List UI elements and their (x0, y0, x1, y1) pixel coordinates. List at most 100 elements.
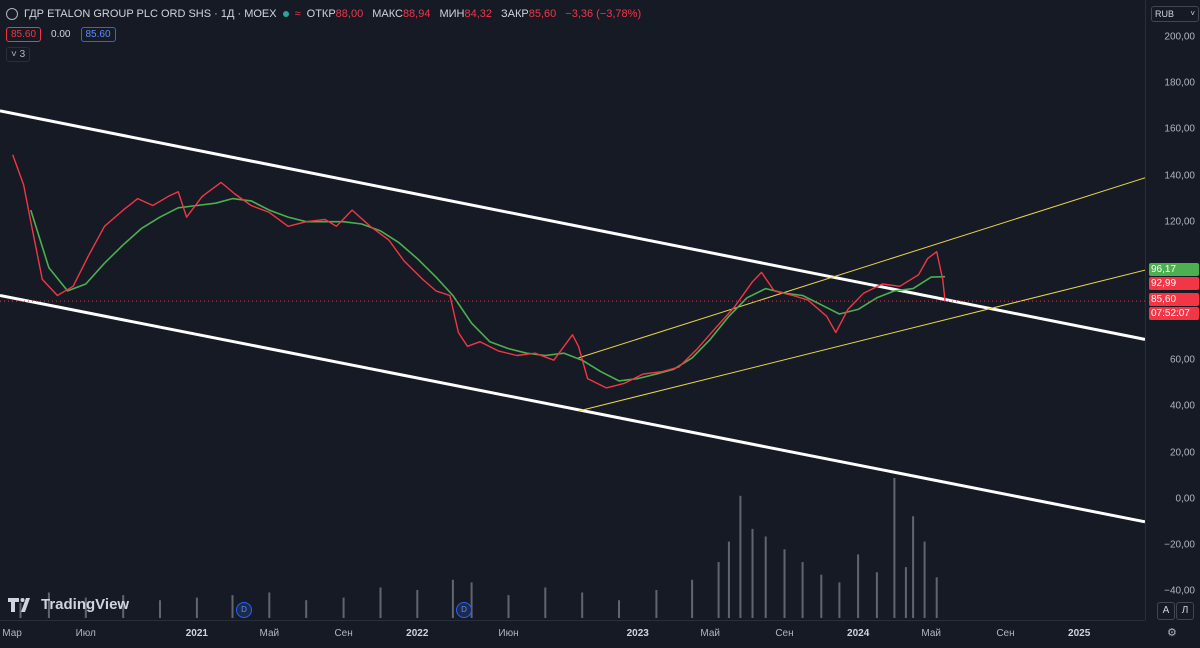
volume-bars (19, 478, 938, 618)
x-tick-label: Сен (334, 628, 353, 639)
volume-bar (581, 592, 584, 618)
indicators-row: ˅ 3 (6, 46, 641, 62)
volume-bar (783, 549, 786, 618)
volume-bar (727, 541, 730, 618)
ohlc-close: ЗАКР85,60 (501, 8, 557, 20)
volume-bar (935, 577, 938, 618)
tradingview-logo-icon (8, 597, 30, 612)
y-tick-label: 200,00 (1164, 31, 1195, 43)
moving-average (30, 197, 946, 382)
volume-bar (544, 587, 547, 618)
dividend-marker[interactable]: D (456, 602, 472, 618)
wave-icon[interactable]: ≈ (294, 8, 301, 20)
symbol-logo-icon (6, 8, 18, 20)
volume-bar (820, 574, 823, 618)
y-tick-label: −40,00 (1164, 585, 1195, 597)
dividend-marker[interactable]: D (236, 602, 252, 618)
volume-bar (122, 595, 125, 618)
x-tick-label: Май (700, 628, 720, 639)
chart-area[interactable] (0, 0, 1146, 620)
x-tick-label: Сен (996, 628, 1015, 639)
volume-bar (47, 592, 50, 618)
ohlc-high: МАКС88,94 (372, 8, 431, 20)
gear-icon[interactable]: ⚙ (1167, 627, 1177, 639)
x-tick-label: Июл (75, 628, 96, 639)
volume-bar (416, 590, 419, 618)
volume-bar (691, 579, 694, 618)
y-tick-label: 60,00 (1169, 354, 1195, 366)
volume-bar (904, 567, 907, 618)
y-tick-label: 140,00 (1164, 170, 1195, 181)
channel-line-lower[interactable] (578, 269, 1146, 412)
y-tick-label: 0,00 (1175, 493, 1195, 505)
indicators-toggle[interactable]: ˅ 3 (6, 46, 31, 62)
legend-header: ГДР ETALON GROUP PLC ORD SHS · 1Д · MOEX… (6, 6, 641, 22)
x-tick-label: Сен (775, 628, 794, 639)
symbol-title[interactable]: ГДР ETALON GROUP PLC ORD SHS · 1Д · MOEX (24, 8, 277, 20)
volume-bar (923, 541, 926, 618)
volume-bar (84, 597, 87, 618)
logo-text: TradingView (41, 596, 130, 613)
trend-lines (0, 109, 1146, 524)
volume-bar (305, 600, 308, 618)
volume-bar (801, 562, 804, 618)
channel-lines (578, 177, 1146, 412)
x-tick-label: Май (259, 628, 280, 639)
volume-bar (451, 579, 454, 618)
x-tick-label: 2023 (626, 628, 649, 639)
x-tick-label: Мар (2, 628, 22, 639)
volume-bar (893, 478, 896, 618)
volume-bar (739, 495, 742, 618)
y-tick-label: 20,00 (1169, 447, 1195, 458)
volume-bar (751, 528, 754, 618)
bar-countdown-label: 07:52:07 (1149, 307, 1199, 320)
volume-bar (875, 572, 878, 618)
chevron-down-icon: ˅ (11, 48, 20, 60)
volume-bar (470, 582, 473, 618)
auto-scale-button[interactable]: A (1157, 602, 1175, 620)
volume-bar (342, 597, 345, 618)
volume-bar (857, 554, 860, 618)
y-tick-label: 160,00 (1164, 123, 1195, 135)
volume-bar (195, 597, 198, 618)
sell-price-button[interactable]: 85.60 (6, 26, 42, 42)
time-scale[interactable]: Мар Июл 2021 Май Сен 2022 Июн 2023 Май Сен 2024 Май… (0, 620, 1145, 648)
price-scale[interactable]: 200,00180,00160,00140,00120,00100,0060,0… (1145, 0, 1200, 620)
trend-line-lower[interactable] (0, 294, 1146, 524)
last-price-label: 85,60 (1149, 293, 1199, 306)
x-tick-label: 2025 (1068, 628, 1091, 639)
trend-line-upper[interactable] (0, 109, 1146, 341)
volume-bar (19, 602, 22, 618)
x-tick-label: Май (921, 628, 941, 639)
volume-bar (838, 582, 841, 618)
log-scale-button[interactable]: Л (1176, 602, 1194, 620)
market-status-icon[interactable] (282, 11, 289, 17)
volume-bar (618, 600, 620, 618)
volume-bar (764, 536, 767, 618)
x-tick-label: 2022 (406, 628, 429, 639)
spread-value: 0.00 (51, 28, 71, 40)
chevron-down-icon: ˅ (1190, 9, 1195, 18)
ohlc-open: ОТКР88,00 (306, 8, 364, 20)
ma-line[interactable] (30, 197, 946, 382)
buy-price-button[interactable]: 85.60 (80, 26, 116, 42)
volume-bar (268, 592, 271, 618)
channel-line-upper[interactable] (578, 177, 1146, 359)
price-chart[interactable] (0, 0, 1146, 620)
volume-bar (655, 590, 658, 618)
volume-bar (717, 562, 720, 618)
bid-ask-row: 85.60 0.00 85.60 (6, 26, 641, 42)
y-tick-label: −20,00 (1164, 539, 1195, 551)
x-tick-label: 2024 (847, 628, 870, 639)
ohlc-low: МИН84,32 (439, 8, 493, 20)
price-change: −3,36 (−3,78%) (565, 8, 642, 20)
volume-bar (507, 595, 510, 618)
volume-bar (912, 516, 915, 618)
tradingview-logo[interactable]: TradingView (8, 596, 129, 613)
ma-red-price-label: 92,99 (1149, 277, 1199, 290)
volume-bar (159, 600, 161, 618)
currency-select[interactable]: RUB ˅ (1151, 6, 1199, 22)
x-tick-label: 2021 (185, 628, 208, 639)
price-line[interactable] (12, 154, 946, 389)
x-tick-label: Июн (498, 628, 519, 639)
